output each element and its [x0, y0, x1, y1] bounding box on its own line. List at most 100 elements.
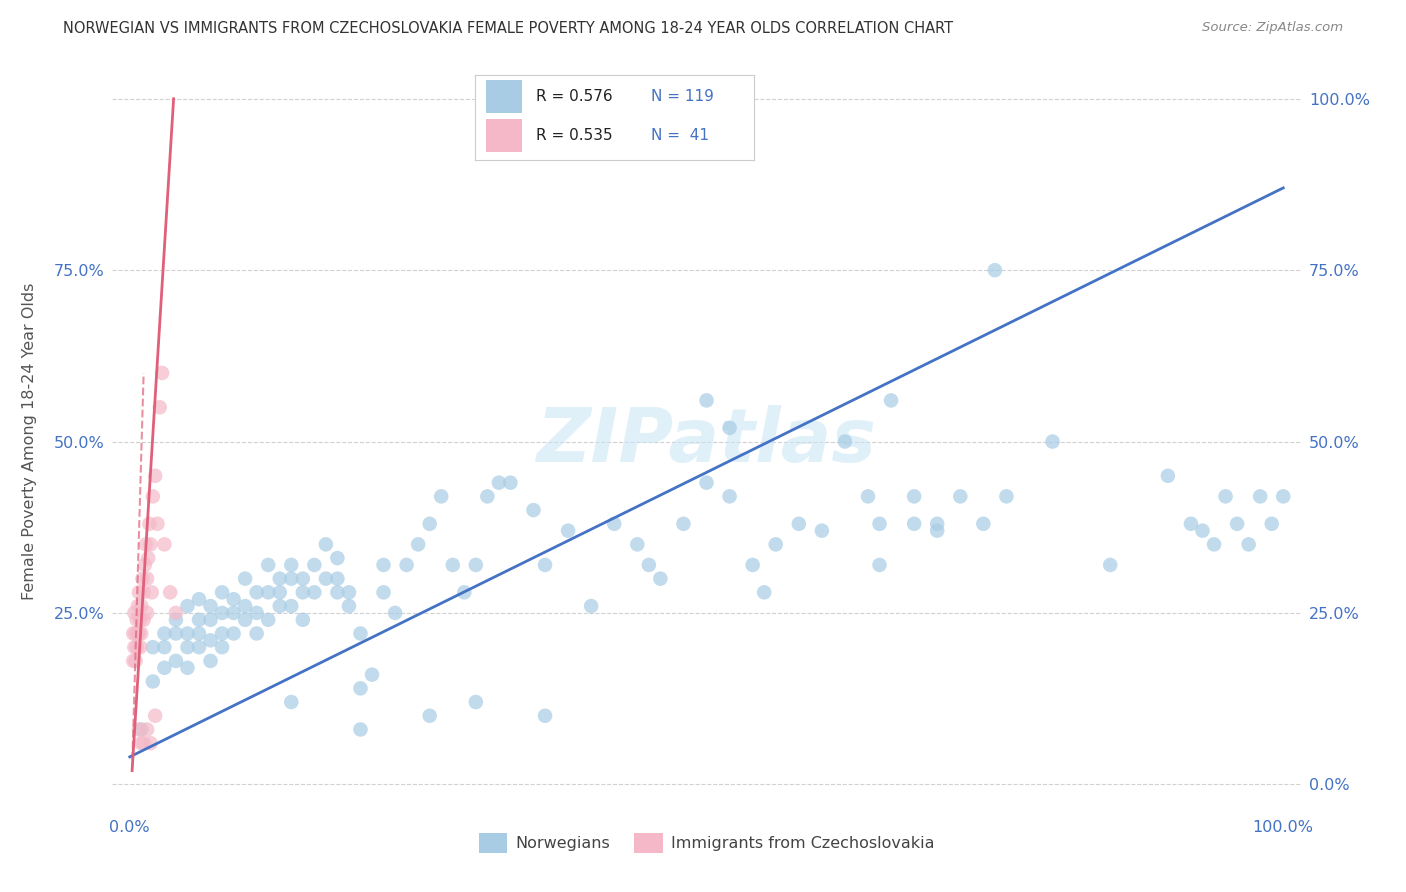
Point: [1191, 524, 1213, 538]
Point: [361, 667, 384, 681]
Point: [834, 434, 856, 449]
Point: [269, 599, 291, 613]
Point: [165, 606, 187, 620]
Point: [200, 633, 222, 648]
Point: [165, 626, 187, 640]
Point: [718, 489, 741, 503]
Point: [246, 606, 269, 620]
Point: [222, 592, 245, 607]
Point: [153, 537, 176, 551]
Point: [337, 599, 360, 613]
Point: [153, 640, 176, 655]
Point: [142, 640, 165, 655]
Point: [650, 572, 672, 586]
Point: [787, 516, 810, 531]
Point: [477, 489, 499, 503]
Point: [280, 695, 302, 709]
Point: [741, 558, 763, 572]
Point: [349, 681, 371, 696]
Point: [534, 708, 557, 723]
Point: [257, 613, 280, 627]
Point: [132, 613, 155, 627]
Point: [153, 626, 176, 640]
Point: [696, 393, 718, 408]
Point: [880, 393, 903, 408]
Point: [132, 736, 155, 750]
Point: [1215, 489, 1237, 503]
Point: [211, 626, 233, 640]
Point: [1226, 516, 1249, 531]
Point: [765, 537, 787, 551]
Text: Source: ZipAtlas.com: Source: ZipAtlas.com: [1202, 21, 1343, 34]
Point: [138, 516, 160, 531]
Point: [603, 516, 626, 531]
Point: [903, 489, 925, 503]
Point: [349, 626, 371, 640]
Point: [211, 640, 233, 655]
Point: [200, 599, 222, 613]
Point: [557, 524, 579, 538]
Point: [136, 723, 159, 737]
Point: [129, 613, 152, 627]
Point: [136, 572, 159, 586]
Point: [188, 592, 211, 607]
Point: [464, 558, 486, 572]
Point: [122, 626, 145, 640]
Text: NORWEGIAN VS IMMIGRANTS FROM CZECHOSLOVAKIA FEMALE POVERTY AMONG 18-24 YEAR OLDS: NORWEGIAN VS IMMIGRANTS FROM CZECHOSLOVA…: [63, 21, 953, 36]
Point: [326, 585, 349, 599]
Point: [165, 654, 187, 668]
Point: [146, 516, 169, 531]
Point: [122, 654, 145, 668]
Point: [1042, 434, 1064, 449]
Point: [869, 516, 891, 531]
Y-axis label: Female Poverty Among 18-24 Year Olds: Female Poverty Among 18-24 Year Olds: [21, 283, 37, 600]
Point: [165, 613, 187, 627]
Legend: Norwegians, Immigrants from Czechoslovakia: Norwegians, Immigrants from Czechoslovak…: [472, 827, 941, 859]
Point: [200, 613, 222, 627]
Point: [128, 585, 150, 599]
Point: [269, 585, 291, 599]
Point: [464, 695, 486, 709]
Point: [233, 599, 256, 613]
Point: [127, 626, 149, 640]
Point: [280, 599, 302, 613]
Point: [128, 626, 150, 640]
Point: [136, 551, 159, 566]
Point: [139, 736, 162, 750]
Point: [176, 599, 198, 613]
Point: [856, 489, 879, 503]
Point: [124, 654, 146, 668]
Point: [211, 585, 233, 599]
Point: [395, 558, 418, 572]
Point: [1099, 558, 1122, 572]
Point: [188, 626, 211, 640]
Point: [233, 613, 256, 627]
Point: [522, 503, 544, 517]
Point: [135, 537, 157, 551]
Point: [811, 524, 834, 538]
Point: [128, 723, 150, 737]
Point: [129, 640, 152, 655]
Point: [131, 572, 153, 586]
Point: [927, 524, 949, 538]
Point: [626, 537, 648, 551]
Point: [995, 489, 1018, 503]
Point: [326, 551, 349, 566]
Point: [131, 723, 153, 737]
Point: [136, 606, 159, 620]
Point: [1157, 468, 1180, 483]
Point: [903, 516, 925, 531]
Point: [304, 585, 326, 599]
Point: [159, 585, 181, 599]
Point: [291, 585, 314, 599]
Text: ZIPatlas: ZIPatlas: [537, 405, 876, 478]
Point: [131, 736, 153, 750]
Point: [754, 585, 776, 599]
Point: [696, 475, 718, 490]
Point: [142, 489, 165, 503]
Point: [149, 401, 172, 415]
Point: [124, 606, 146, 620]
Point: [1260, 516, 1282, 531]
Point: [124, 640, 146, 655]
Point: [127, 599, 149, 613]
